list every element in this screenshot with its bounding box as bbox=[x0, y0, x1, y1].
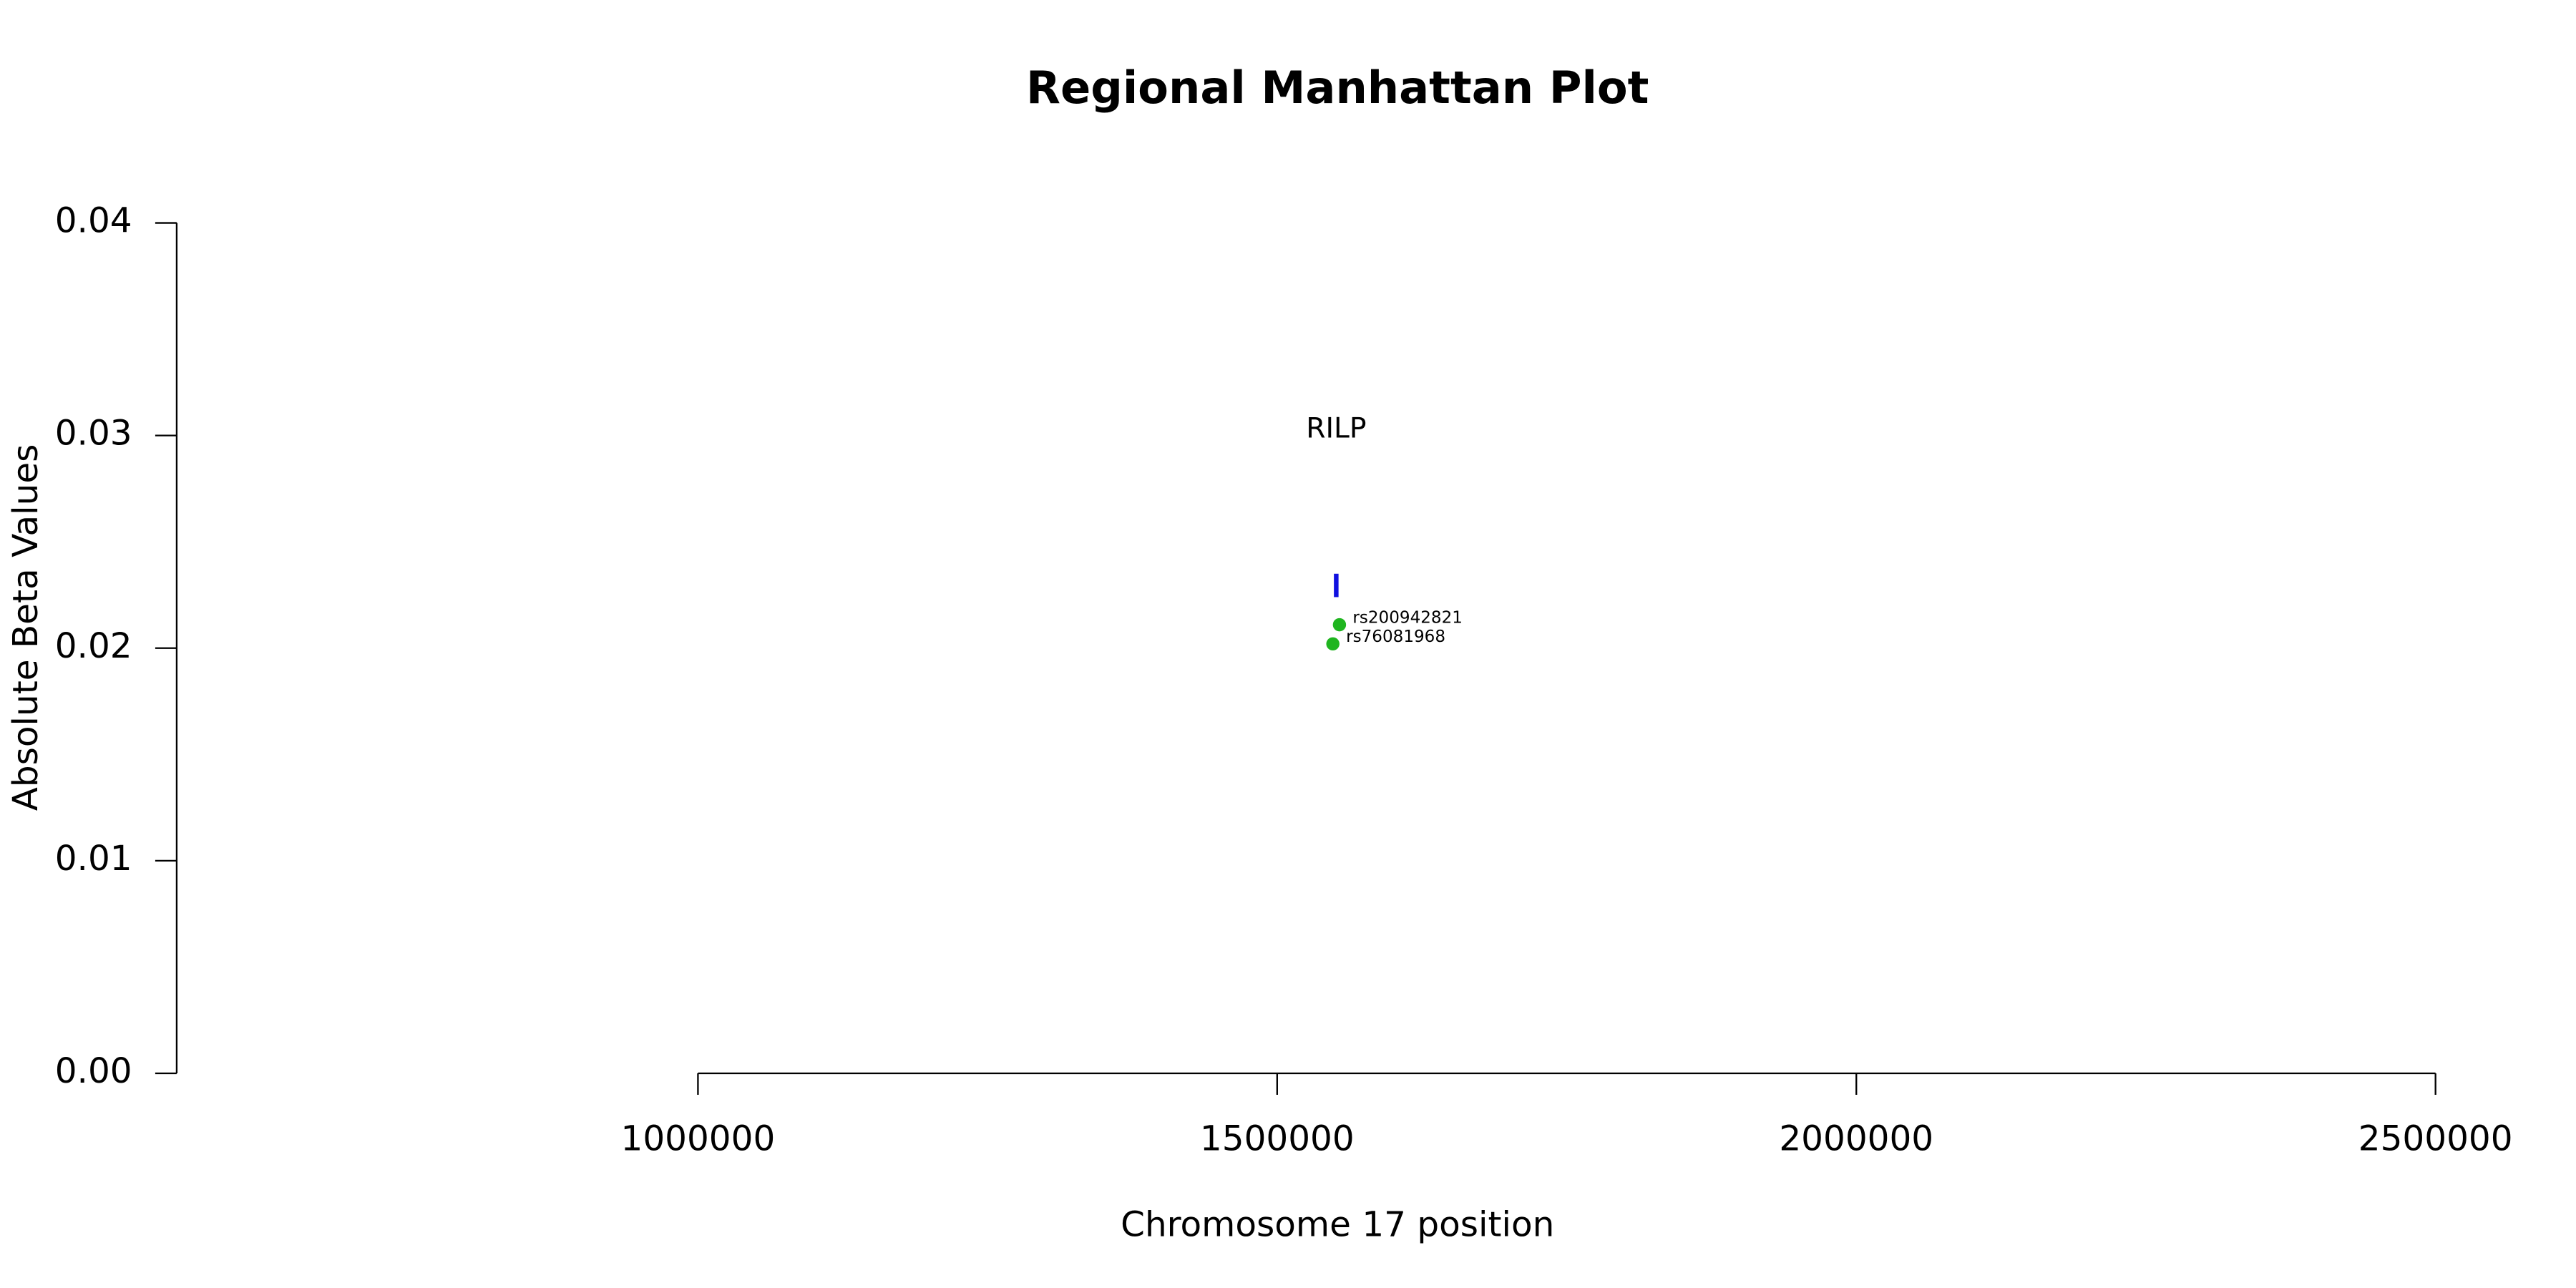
y-tick-label: 0.00 bbox=[55, 1051, 132, 1091]
x-tick-label: 2000000 bbox=[1779, 1119, 1933, 1159]
y-tick-label: 0.01 bbox=[55, 839, 132, 879]
snp-label: rs200942821 bbox=[1352, 608, 1463, 627]
x-tick-label: 2500000 bbox=[2358, 1119, 2513, 1159]
chart-title: Regional Manhattan Plot bbox=[1026, 62, 1649, 114]
snp-point bbox=[1326, 637, 1340, 651]
gene-label: RILP bbox=[1306, 413, 1366, 445]
y-tick-label: 0.04 bbox=[55, 201, 132, 241]
y-tick-label: 0.03 bbox=[55, 414, 132, 454]
y-axis-label: Absolute Beta Values bbox=[6, 444, 46, 811]
x-tick-label: 1500000 bbox=[1200, 1119, 1355, 1159]
x-tick-label: 1000000 bbox=[621, 1119, 776, 1159]
snp-point bbox=[1332, 618, 1347, 632]
y-tick-label: 0.02 bbox=[55, 626, 132, 666]
snp-label: rs76081968 bbox=[1346, 628, 1445, 646]
x-axis-label: Chromosome 17 position bbox=[1121, 1205, 1554, 1245]
gene bbox=[1334, 573, 1339, 597]
